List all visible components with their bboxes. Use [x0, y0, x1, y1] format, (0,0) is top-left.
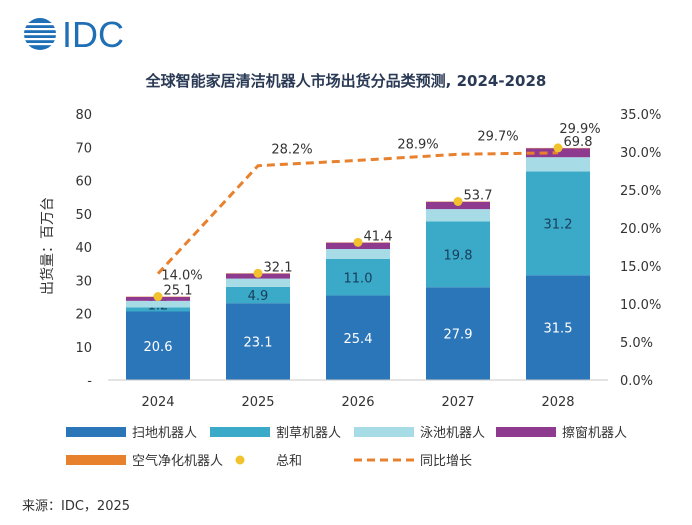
growth-label: 14.0%: [161, 269, 202, 284]
y-tick-label: 20: [75, 308, 92, 323]
totals-series: 25.1 32.1 41.4 53.7 69.8: [153, 135, 593, 302]
bar-segment: [326, 295, 390, 380]
y-tick-label: 30: [75, 274, 92, 289]
total-label: 69.8: [564, 135, 593, 150]
growth-label: 28.2%: [271, 143, 312, 158]
y-axis-label: 出货量：百万台: [39, 197, 56, 295]
total-point: [353, 237, 363, 247]
bar-segment: [526, 171, 590, 276]
y2-axis-ticks: 0.0% 5.0% 10.0% 15.0% 20.0% 25.0% 30.0% 35.0%: [620, 108, 661, 389]
bar-data-label: 23.1: [244, 336, 273, 351]
bar-data-label: 4.9: [248, 289, 269, 304]
y2-tick-label: 25.0%: [620, 184, 661, 199]
bar-data-label: 31.5: [544, 322, 573, 337]
legend-label: 同比增长: [420, 454, 472, 469]
bar-segment: [426, 209, 490, 222]
y2-tick-label: 15.0%: [620, 260, 661, 275]
bar-segment: [526, 148, 590, 158]
y-tick-label: 40: [75, 241, 92, 256]
bars: 20.61.223.14.925.411.027.919.831.531.2: [126, 147, 590, 380]
y-axis-ticks: - 10 20 30 40 50 60 70 80: [75, 108, 92, 389]
legend-label: 割草机器人: [276, 425, 341, 441]
legend-label: 扫地机器人: [132, 426, 197, 441]
y-tick-label: 80: [75, 108, 92, 123]
bar-segment: [426, 221, 490, 288]
legend-label: 总和: [276, 454, 302, 469]
legend-swatch: [66, 427, 126, 437]
bar-segment: [426, 287, 490, 380]
bar-data-label: 25.4: [344, 332, 373, 347]
y2-tick-label: 30.0%: [620, 146, 661, 161]
y-tick-label: -: [87, 374, 92, 389]
legend-label: 泳池机器人: [420, 426, 485, 441]
legend-label: 空气净化机器人: [132, 453, 223, 469]
bar-segment: [326, 248, 390, 259]
growth-series: 14.0% 28.2% 28.9% 29.7% 29.9%: [156, 122, 601, 284]
bar-segment: [126, 307, 190, 312]
x-axis-ticks: 2024 2025 2026 2027 2028: [108, 379, 608, 410]
x-tick-label: 2027: [441, 395, 474, 410]
bar-segment: [526, 157, 590, 172]
x-tick-label: 2026: [341, 395, 374, 410]
bar-data-label: 27.9: [444, 328, 473, 343]
bar-segment: [226, 303, 290, 380]
growth-label: 29.7%: [477, 129, 518, 144]
legend-label: 擦窗机器人: [562, 425, 627, 441]
bar-segment: [126, 311, 190, 380]
bar-data-label: 20.6: [144, 340, 173, 355]
logo-text: IDC: [62, 14, 124, 54]
growth-label: 28.9%: [397, 137, 438, 152]
x-tick-label: 2024: [141, 395, 174, 410]
legend-swatch: [235, 455, 245, 465]
total-point: [553, 143, 563, 153]
source-note: 来源：IDC，2025: [22, 499, 131, 514]
total-label: 25.1: [164, 284, 193, 299]
growth-line: [156, 151, 559, 275]
bar-segment: [326, 258, 390, 296]
total-point: [153, 292, 163, 302]
growth-label: 29.9%: [559, 122, 600, 137]
y-tick-label: 60: [75, 175, 92, 190]
bar-segment: [526, 275, 590, 380]
y2-tick-label: 20.0%: [620, 222, 661, 237]
idc-logo: IDC: [24, 14, 124, 54]
total-point: [453, 196, 463, 206]
bar-segment: [226, 286, 290, 304]
bar-segment: [126, 300, 190, 308]
x-tick-label: 2025: [241, 395, 274, 410]
globe-icon: [24, 18, 56, 50]
y2-tick-label: 5.0%: [620, 336, 653, 351]
legend-swatch: [496, 427, 556, 437]
bar-data-label: 31.2: [544, 217, 573, 232]
bar-segment: [226, 278, 290, 287]
total-label: 32.1: [264, 260, 293, 275]
chart-title: 全球智能家居清洁机器人市场出货分品类预测, 2024-2028: [145, 72, 547, 90]
legend-swatch: [354, 427, 414, 437]
y-tick-label: 70: [75, 141, 92, 156]
y-tick-label: 10: [75, 341, 92, 356]
y2-tick-label: 10.0%: [620, 298, 661, 313]
y-tick-label: 50: [75, 208, 92, 223]
total-label: 53.7: [464, 188, 493, 203]
bar-data-label: 11.0: [344, 271, 373, 286]
total-label: 41.4: [364, 229, 393, 244]
total-point: [253, 268, 263, 278]
y2-tick-label: 35.0%: [620, 108, 661, 123]
legend-swatch: [66, 455, 126, 465]
x-tick-label: 2028: [541, 395, 574, 410]
bar-data-label: 19.8: [444, 248, 473, 263]
y2-tick-label: 0.0%: [620, 374, 653, 389]
legend-swatch: [210, 427, 270, 437]
